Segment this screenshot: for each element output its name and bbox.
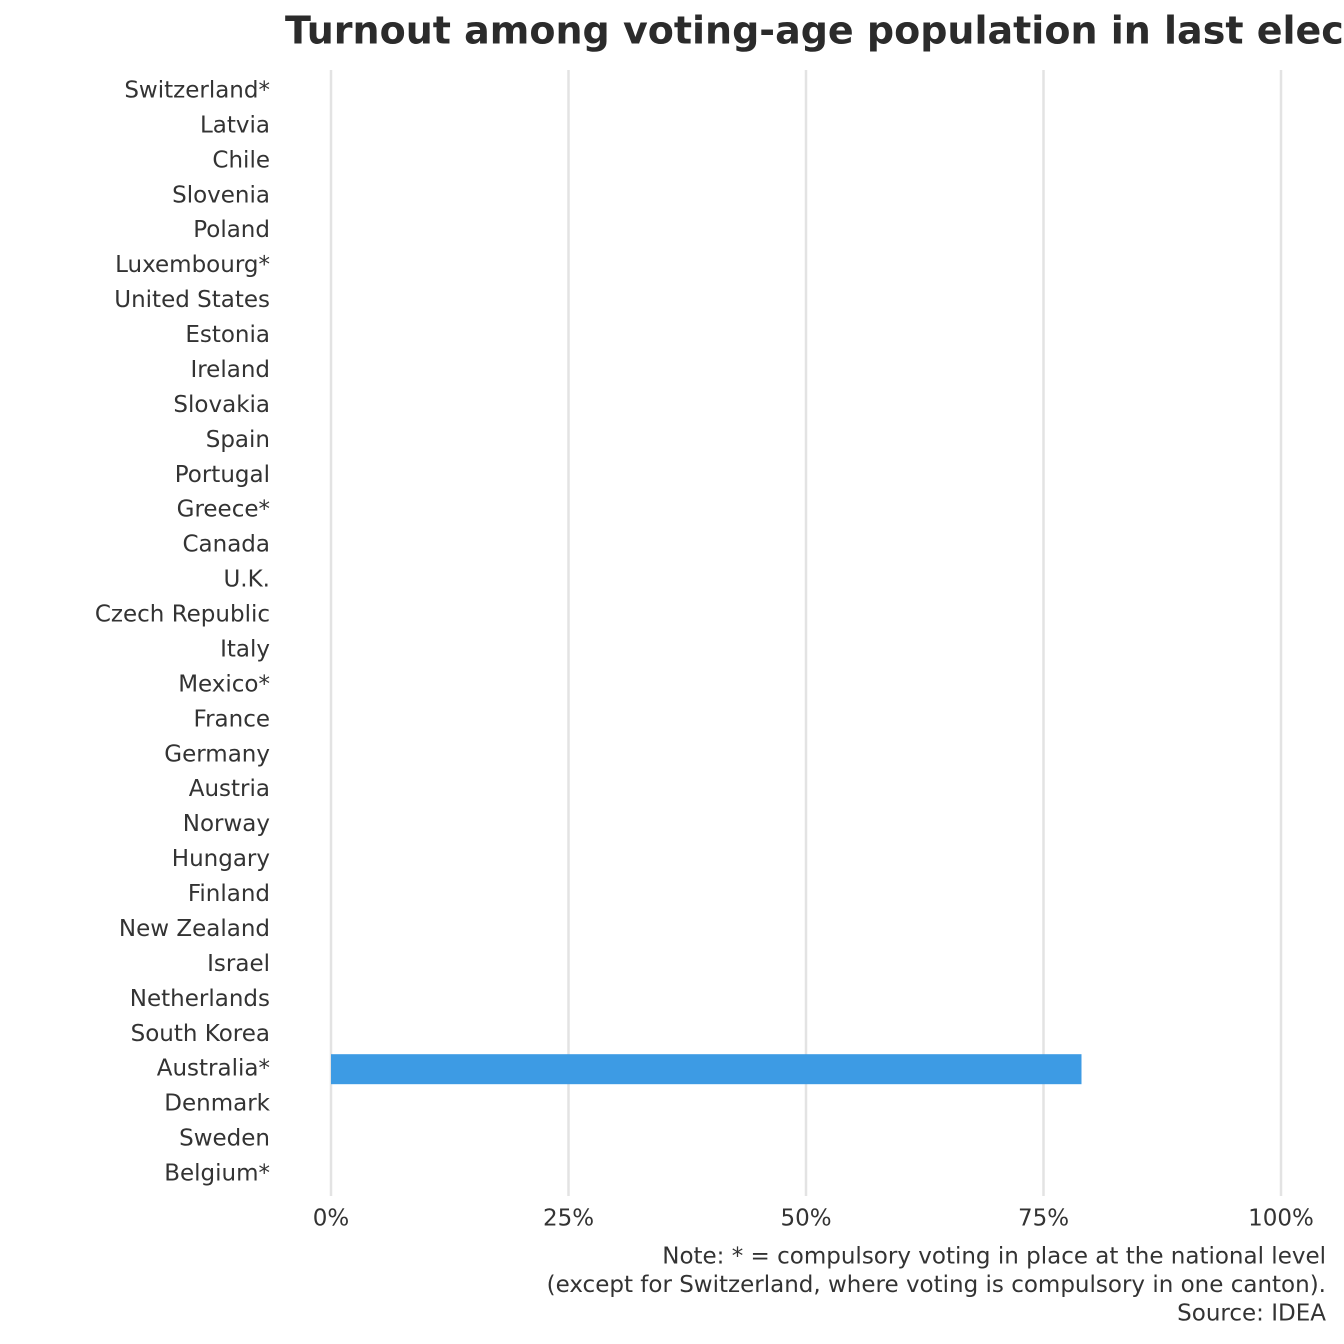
y-tick-label: United States	[114, 287, 270, 313]
y-tick-label: Slovenia	[172, 182, 270, 208]
y-tick-label: Ireland	[190, 357, 270, 383]
x-tick-label: 75%	[1018, 1206, 1069, 1232]
y-tick-label: Australia*	[157, 1056, 270, 1082]
y-tick-label: Finland	[188, 881, 270, 907]
y-tick-label: Austria	[189, 776, 270, 802]
chart-title: Turnout among voting-age population in l…	[285, 9, 1344, 53]
y-tick-label: Poland	[193, 217, 270, 243]
y-tick-label: Slovakia	[173, 392, 270, 418]
y-tick-label: U.K.	[223, 567, 270, 593]
bar	[331, 1054, 1082, 1085]
y-tick-label: Sweden	[179, 1126, 270, 1152]
x-tick-label: 100%	[1248, 1206, 1314, 1232]
x-tick-label: 50%	[780, 1206, 831, 1232]
x-tick-label: 0%	[313, 1206, 350, 1232]
y-tick-label: Denmark	[164, 1091, 270, 1117]
y-tick-label: Spain	[206, 427, 270, 453]
y-tick-label: Italy	[220, 636, 270, 662]
y-tick-label: Switzerland*	[124, 78, 270, 104]
x-tick-label: 25%	[543, 1206, 594, 1232]
y-tick-label: South Korea	[131, 1021, 270, 1047]
y-tick-label: Israel	[207, 951, 270, 977]
y-tick-label: Chile	[212, 147, 270, 173]
y-tick-label: Greece*	[177, 497, 270, 523]
y-tick-label: Hungary	[172, 846, 270, 872]
y-tick-label: Estonia	[185, 322, 270, 348]
y-tick-label: Czech Republic	[95, 602, 270, 628]
caption: (except for Switzerland, where voting is…	[547, 1272, 1326, 1298]
y-tick-label: France	[194, 706, 270, 732]
caption: Source: IDEA	[1177, 1301, 1326, 1327]
y-tick-label: Canada	[182, 532, 270, 558]
y-tick-label: Norway	[183, 811, 270, 837]
y-tick-label: New Zealand	[119, 916, 270, 942]
y-tick-label: Luxembourg*	[115, 252, 270, 278]
y-tick-label: Netherlands	[130, 986, 270, 1012]
y-tick-label: Germany	[164, 741, 270, 767]
y-tick-label: Mexico*	[178, 671, 270, 697]
caption: Note: * = compulsory voting in place at …	[662, 1244, 1326, 1270]
y-tick-label: Belgium*	[164, 1161, 270, 1187]
y-tick-label: Portugal	[175, 462, 270, 488]
y-tick-label: Latvia	[200, 112, 270, 138]
